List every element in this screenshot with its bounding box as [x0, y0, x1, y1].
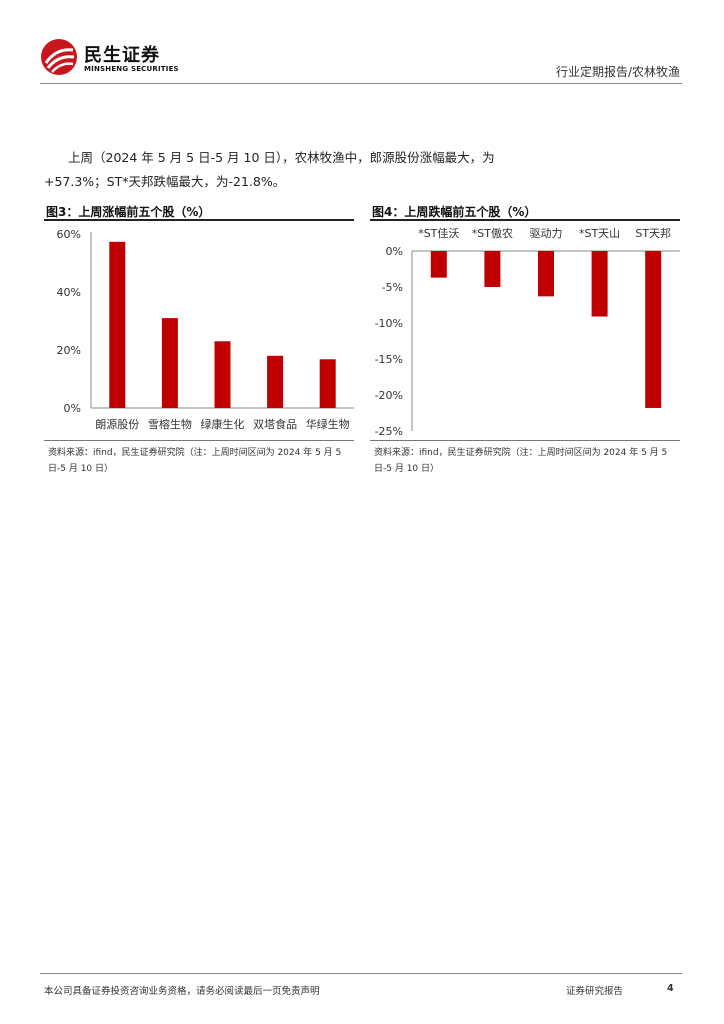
footer-disclaimer: 本公司具备证券投资咨询业务资格，请务必阅读最后一页免责声明 — [44, 986, 320, 997]
y-tick-label: 0% — [64, 402, 81, 415]
bar — [484, 251, 501, 287]
y-tick-label: 20% — [57, 344, 81, 357]
figure-3-title: 图3：上周涨幅前五个股（%） — [46, 205, 211, 219]
x-tick-label: *ST傲农 — [472, 226, 513, 240]
figure-4-title-rule — [370, 219, 680, 221]
bar — [538, 251, 554, 297]
y-tick-label: -5% — [382, 281, 403, 294]
y-tick-label: -15% — [375, 353, 403, 366]
y-tick-label: 60% — [57, 228, 81, 241]
figure-4-source-line: 日-5 月 10 日） — [374, 464, 440, 474]
figure-3-source: 资料来源：ifind，民生证券研究院（注：上周时间区间为 2024 年 5 月 … — [48, 445, 354, 477]
header-divider — [40, 83, 682, 84]
x-tick-label: 雪榕生物 — [148, 417, 192, 431]
bar — [214, 341, 231, 408]
figure-3-title-rule — [44, 219, 354, 221]
figure-3-source-line: 资料来源：ifind，民生证券研究院（注：上周时间区间为 2024 年 5 月 … — [48, 448, 342, 458]
x-tick-label: *ST天山 — [579, 227, 620, 240]
footer-report-type: 证券研究报告 — [566, 986, 624, 997]
bar — [430, 251, 447, 278]
footer-divider — [40, 973, 682, 974]
bar — [319, 359, 336, 408]
x-tick-label: 华绿生物 — [306, 417, 350, 431]
x-tick-label: *ST佳沃 — [418, 226, 459, 240]
brand-logo: 民生证券 MINSHENG SECURITIES — [40, 38, 190, 78]
x-tick-label: 朗源股份 — [95, 417, 139, 431]
bar — [591, 251, 608, 317]
bar — [267, 355, 284, 408]
figure-4-title: 图4：上周跌幅前五个股（%） — [372, 205, 537, 219]
figure-4-source: 资料来源：ifind，民生证券研究院（注：上周时间区间为 2024 年 5 月 … — [374, 445, 680, 477]
page-number: 4 — [667, 983, 674, 994]
y-tick-label: -25% — [375, 425, 403, 438]
y-tick-label: -10% — [375, 317, 403, 330]
brand-name-cn: 民生证券 — [84, 45, 160, 66]
brand-name-en: MINSHENG SECURITIES — [84, 65, 179, 73]
x-tick-label: 双塔食品 — [253, 417, 297, 431]
x-tick-label: ST天邦 — [635, 227, 671, 240]
figure-3-source-rule — [44, 440, 354, 441]
figure-4-source-rule — [370, 440, 680, 441]
logo-mark-icon — [41, 39, 77, 75]
summary-paragraph: 上周（2024 年 5 月 5 日-5 月 10 日），农林牧渔中，郎源股份涨幅… — [44, 146, 684, 194]
x-tick-label: 绿康生化 — [201, 417, 245, 431]
figure-4-chart: 0% -5% -10% -15% -20% -25% *ST佳沃 *ST傲农 驱动力 *ST天山 S… — [375, 226, 680, 438]
bar — [161, 318, 178, 408]
bar — [109, 241, 126, 408]
figure-4-source-line: 资料来源：ifind，民生证券研究院（注：上周时间区间为 2024 年 5 月 … — [374, 448, 668, 458]
bar — [645, 251, 662, 408]
summary-line-2: +57.3%；ST*天邦跌幅最大，为-21.8%。 — [44, 174, 286, 189]
y-tick-label: -20% — [375, 389, 403, 402]
figure-3-chart: 0% 20% 40% 60% 朗源股份 雪榕生物 绿康生化 双塔食品 华绿生物 — [57, 228, 354, 431]
y-tick-label: 40% — [57, 286, 81, 299]
x-tick-label: 驱动力 — [530, 227, 563, 240]
figure-3-source-line: 日-5 月 10 日） — [48, 464, 114, 474]
report-category: 行业定期报告/农林牧渔 — [555, 65, 680, 79]
summary-line-1: 上周（2024 年 5 月 5 日-5 月 10 日），农林牧渔中，郎源股份涨幅… — [68, 150, 495, 165]
y-tick-label: 0% — [386, 245, 403, 258]
